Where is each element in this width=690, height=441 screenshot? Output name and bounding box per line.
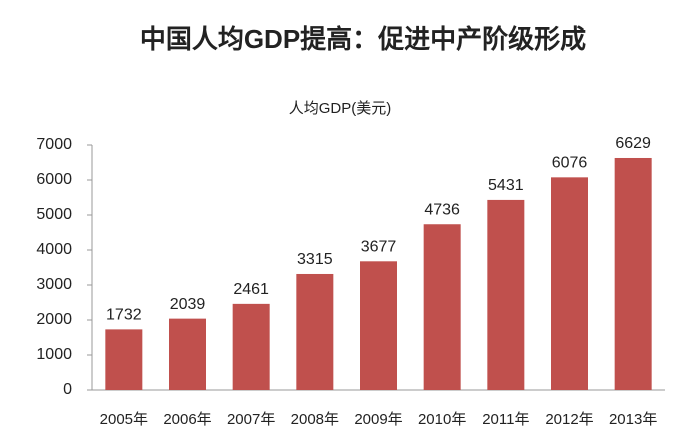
x-tick-label: 2010年 xyxy=(418,411,466,428)
chart-subtitle: 人均GDP(美元) xyxy=(289,100,392,117)
bar xyxy=(360,261,397,390)
x-tick-label: 2013年 xyxy=(609,411,657,428)
y-tick-label: 7000 xyxy=(36,136,72,153)
bar xyxy=(551,177,588,390)
x-tick-label: 2011年 xyxy=(482,411,529,428)
data-label: 2461 xyxy=(233,281,269,298)
data-label: 1732 xyxy=(106,307,142,324)
y-tick-label: 5000 xyxy=(36,206,72,223)
data-label: 6076 xyxy=(552,155,588,172)
chart-title: 中国人均GDP提高：促进中产阶级形成 xyxy=(140,24,586,54)
data-label: 6629 xyxy=(615,135,651,152)
bar xyxy=(487,199,525,390)
bar xyxy=(614,157,652,390)
y-tick-label: 3000 xyxy=(36,276,72,293)
data-label: 4736 xyxy=(424,201,460,218)
y-tick-label: 0 xyxy=(63,381,72,398)
data-label: 3315 xyxy=(297,251,333,268)
x-tick-label: 2008年 xyxy=(291,411,339,428)
bar xyxy=(423,224,461,390)
y-tick-label: 2000 xyxy=(36,311,72,328)
data-label: 3677 xyxy=(361,239,397,256)
x-tick-label: 2012年 xyxy=(545,411,593,428)
data-label: 5431 xyxy=(488,177,524,194)
y-tick-label: 6000 xyxy=(36,171,72,188)
bar xyxy=(169,318,206,390)
x-tick-label: 2005年 xyxy=(100,411,148,428)
bar xyxy=(296,273,334,390)
data-label: 2039 xyxy=(170,296,206,313)
x-tick-label: 2009年 xyxy=(354,411,402,428)
x-tick-label: 2006年 xyxy=(163,411,211,428)
y-tick-label: 1000 xyxy=(36,346,72,363)
x-tick-label: 2007年 xyxy=(227,411,275,428)
y-tick-label: 4000 xyxy=(36,241,72,258)
bar xyxy=(105,329,143,390)
bar xyxy=(232,303,270,390)
